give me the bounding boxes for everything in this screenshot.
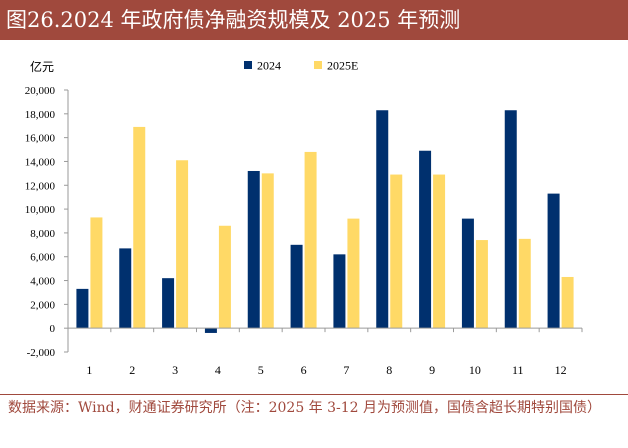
bar-2024-11 (504, 110, 517, 329)
x-tick-label: 8 (386, 363, 392, 377)
bar-2025E-9 (433, 174, 446, 329)
source-note: 数据来源：Wind，财通证券研究所（注：2025 年 3-12 月为预测值，国债… (8, 400, 602, 416)
y-tick-label: 10,000 (25, 204, 56, 216)
y-tick-label: -2,000 (27, 347, 56, 359)
x-tick-label: 4 (215, 363, 221, 377)
bar-2025E-7 (347, 218, 360, 329)
x-tick-label: 2 (129, 363, 135, 377)
y-tick-label: 18,000 (25, 109, 56, 121)
bar-2024-2 (119, 248, 132, 329)
bar-2025E-10 (475, 240, 488, 329)
bar-2024-6 (290, 244, 303, 329)
x-tick-label: 1 (86, 363, 92, 377)
y-axis-unit-label: 亿元 (30, 59, 54, 74)
x-tick-label: 11 (512, 363, 524, 377)
bar-2025E-4 (218, 225, 231, 329)
bar-chart: 亿元 2024 2025E -2,000 0 2,000 4,000 6,000 8,000 10… (25, 59, 583, 377)
x-tick-label: 12 (555, 363, 567, 377)
y-tick-label: 6,000 (30, 252, 55, 264)
x-tick-label: 9 (429, 363, 435, 377)
bar-2024-5 (247, 170, 260, 329)
legend-swatch-2025E (314, 61, 322, 69)
plot-area: 亿元 2024 2025E -2,000 0 2,000 4,000 6,000 8,000 10… (25, 59, 583, 377)
bar-2024-10 (461, 218, 474, 329)
bar-2024-7 (333, 254, 346, 329)
bar-2024-4 (204, 328, 217, 333)
bar-2025E-12 (561, 276, 574, 329)
bar-2024-1 (76, 288, 89, 329)
bar-2025E-2 (133, 126, 146, 329)
x-tick-label: 6 (301, 363, 307, 377)
y-tick-label: 8,000 (30, 228, 55, 240)
x-tick-label: 3 (172, 363, 178, 377)
bar-2024-3 (162, 278, 175, 329)
y-tick-label: 20,000 (25, 85, 56, 97)
y-tick-label: 2,000 (30, 299, 55, 311)
y-tick-label: 14,000 (25, 156, 56, 168)
bar-2025E-11 (518, 238, 531, 329)
bar-2025E-3 (176, 160, 189, 329)
source-divider (0, 394, 628, 395)
x-tick-label: 7 (343, 363, 349, 377)
y-tick-label: 12,000 (25, 180, 56, 192)
y-tick-label: 0 (50, 323, 56, 335)
y-tick-label: 16,000 (25, 133, 56, 145)
bar-2024-9 (419, 150, 432, 329)
bar-2025E-5 (261, 173, 274, 329)
bar-2025E-6 (304, 151, 317, 329)
bar-2024-12 (547, 193, 560, 329)
figure-title: 图26.2024 年政府债净融资规模及 2025 年预测 (6, 8, 461, 32)
x-tick-label: 5 (258, 363, 264, 377)
legend-label-2025E: 2025E (327, 59, 358, 73)
bar-2024-8 (376, 110, 389, 329)
title-bar: 图26.2024 年政府债净融资规模及 2025 年预测 (0, 0, 628, 40)
bar-2025E-1 (90, 217, 103, 329)
bar-2025E-8 (390, 174, 403, 329)
legend-swatch-2024 (244, 61, 252, 69)
y-tick-label: 4,000 (30, 276, 55, 288)
x-tick-label: 10 (469, 363, 481, 377)
legend-label-2024: 2024 (257, 59, 281, 73)
